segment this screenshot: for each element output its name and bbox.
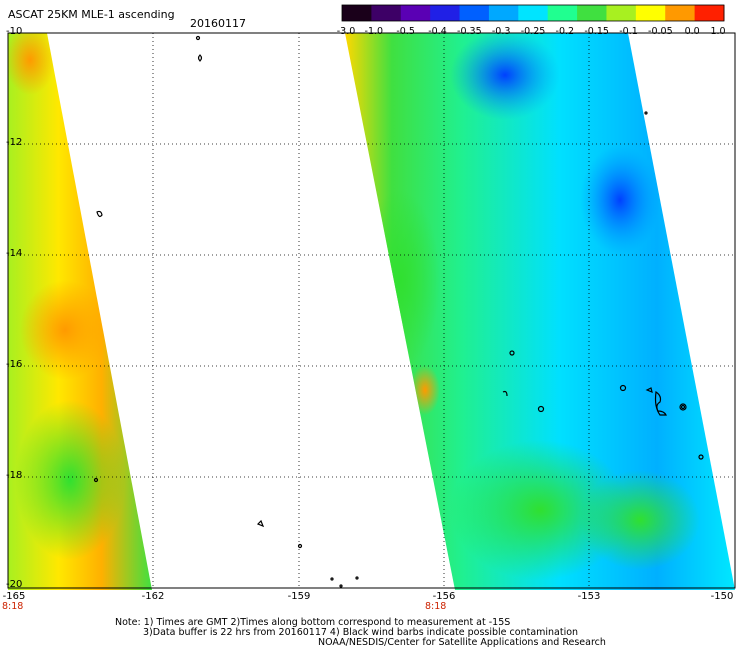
colorbar-label: -0.2 <box>555 26 575 37</box>
colorbar-swatch <box>518 5 549 21</box>
lon-label: -150 <box>710 591 734 602</box>
colorbar-swatch <box>606 5 637 21</box>
time-label: 8:18 <box>2 601 24 612</box>
lat-label: -20 <box>6 579 23 590</box>
time-label: 8:18 <box>425 601 447 612</box>
island-outlines <box>93 35 704 588</box>
colorbar-label: -0.15 <box>584 26 609 37</box>
map-frame <box>7 32 736 589</box>
lat-label: -18 <box>6 470 23 481</box>
colorbar-labels: -3.0 -1.0 -0.5 -0.4 -0.35 -0.3 -0.25 -0.2 -0.15-… <box>0 26 740 38</box>
colorbar-swatch <box>400 5 431 21</box>
colorbar-label: -0.25 <box>520 26 546 37</box>
colorbar-swatch <box>371 5 402 21</box>
lon-label: -159 <box>287 591 311 602</box>
footnote-line-3: NOAA/NESDIS/Center for Satellite Applica… <box>318 637 606 648</box>
map-grid <box>8 32 735 589</box>
colorbar-frame <box>341 4 725 22</box>
colorbar-label: 1.0 <box>710 26 726 37</box>
lon-label: -165 <box>2 591 26 602</box>
colorbar-swatch <box>488 5 519 21</box>
colorbar-swatch <box>635 5 666 21</box>
colorbar-swatch <box>547 5 578 21</box>
colorbar-swatch <box>665 5 696 21</box>
colorbar-label: -0.35 <box>457 26 482 37</box>
footnote-line-1: Note: 1) Times are GMT 2)Times along bot… <box>115 617 511 628</box>
lat-label: -14 <box>6 248 23 259</box>
left-swath <box>8 33 152 590</box>
colorbar-label: -0.1 <box>619 26 638 37</box>
colorbar-label: 0.0 <box>684 26 700 37</box>
colorbar-swatch <box>694 5 725 21</box>
lat-label: -10 <box>6 26 23 37</box>
lat-label: -12 <box>6 137 23 148</box>
lat-label: -16 <box>6 359 23 370</box>
colorbar-swatch <box>459 5 490 21</box>
colorbar <box>341 4 725 22</box>
colorbar-label: -0.5 <box>396 26 415 37</box>
lon-label: -156 <box>432 591 456 602</box>
lon-label: -153 <box>577 591 601 602</box>
colorbar-swatch <box>342 5 372 21</box>
colorbar-swatch <box>430 5 461 21</box>
colorbar-label: -0.4 <box>428 26 447 37</box>
right-swath <box>345 33 735 590</box>
map-title: ASCAT 25KM MLE-1 ascending <box>8 8 175 21</box>
colorbar-label: -3.0 <box>336 26 356 37</box>
colorbar-label: -0.3 <box>491 26 511 37</box>
lon-label: -162 <box>141 591 165 602</box>
colorbar-label: -0.05 <box>648 26 673 37</box>
colorbar-label: -1.0 <box>364 26 384 37</box>
colorbar-swatch <box>577 5 607 21</box>
map-date: 20160117 <box>190 17 246 30</box>
footnote-line-2: 3)Data buffer is 22 hrs from 20160117 4)… <box>143 627 579 638</box>
